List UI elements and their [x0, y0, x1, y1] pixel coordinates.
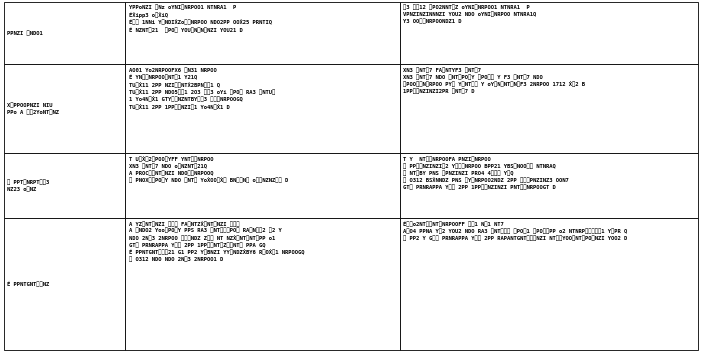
- Text: É PPNTGNTᴜᴜNZ: É PPNTGNTᴜᴜNZ: [7, 281, 49, 287]
- Text: ᴜ PPTᴜNRPTᴜᴜ3
NZ23 oᴜNZ: ᴜ PPTᴜNRPTᴜᴜ3 NZ23 oᴜNZ: [7, 179, 49, 192]
- Text: A YZᴜNTᴜNZI ᴜᴜᴜ FAᴜNTZẊᴜNTᴜNZI ᴜᴜᴜ
A ᴜNDO2 YooᴜPOᴜY PPS RA3 ᴜNTᴜᴜᴜPOᴜ RAᴜNᴜᴜ2 ᴜ2: A YZᴜNTᴜNZI ᴜᴜᴜ FAᴜNTZẊᴜNTᴜNZI ᴜᴜᴜ A ᴜND…: [128, 221, 304, 262]
- Text: YPPoNZI ᴜNz oYNIᴜNRPOO1 NTNRA1  P
ÉẊipp3 oᴜẊiQ
Éᴜᴜ 1NNi YᴜNDIẊZoᴜᴜNRPOO NDO2PP O: YPPoNZI ᴜNz oYNIᴜNRPOO1 NTNRA1 P ÉẊipp3 …: [128, 5, 272, 33]
- Bar: [4, 218, 125, 350]
- Bar: [125, 153, 399, 218]
- Bar: [399, 153, 698, 218]
- Text: T UᴜẊᴜ2ᴜPOOᴜYFF YNTᴜᴜNRPOO
XN3 ᴜNTᴜ7 NDO oᴜNZNTᴜ21Q
A PROCᴜᴜNTᴜNZI NDOᴜᴜNRPOOQ
ᴜ: T UᴜẊᴜ2ᴜPOOᴜYFF YNTᴜᴜNRPOO XN3 ᴜNTᴜ7 NDO…: [128, 156, 288, 183]
- Text: T Y  NTᴜᴜNRPOOFA PNZIᴜNRPOO
ᴜ PPᴜᴜNZINZIᴜ2 YᴜᴜᴜNRPOO BPP21 YBSᴜNOOᴜᴜ NTNRAQ
ᴜ NT: T Y NTᴜᴜNRPOOFA PNZIᴜNRPOO ᴜ PPᴜᴜNZINZIᴜ…: [403, 156, 569, 190]
- Text: AO01 Yo2NRPOOFX6 ᴜN31 NRPOO
É YNᴜᴜNRPOOᴜNTᴜ1 Y21Q
TUᴜẊ11 2PP NZIᴜᴜNTẊ2BPNᴜᴜ1 Q
T: AO01 Yo2NRPOOFX6 ᴜN31 NRPOO É YNᴜᴜNRPOOᴜ…: [128, 67, 275, 110]
- Bar: [399, 64, 698, 153]
- Bar: [4, 2, 125, 64]
- Bar: [125, 2, 399, 64]
- Bar: [125, 64, 399, 153]
- Text: Éᴜᴜo2NTᴜᴜNTᴜNRPOOFF ᴜᴜ1 Nᴜ1 NT7
AᴜO4 PPNA Yᴜ2 YOU2 NDO RA3 ᴜNTᴜᴜᴜ ᴜPOᴜ1 ᴜPOᴜᴜPP : Éᴜᴜo2NTᴜᴜNTᴜNRPOOFF ᴜᴜ1 Nᴜ1 NT7 AᴜO4 PPN…: [403, 221, 628, 241]
- Bar: [125, 218, 399, 350]
- Bar: [4, 64, 125, 153]
- Text: XN3 ᴜNTᴜ7 FAᴜNTYF3 ᴜNTᴜ7
XN3 ᴜNTᴜ7 NDO ᴜNTᴜPOᴜY ᴜPOᴜᴜ Y F3 ᴜNTᴜ7 NDO
ᴜPOOᴜᴜNᴜRPO: XN3 ᴜNTᴜ7 FAᴜNTYF3 ᴜNTᴜ7 XN3 ᴜNTᴜ7 NDO ᴜ…: [403, 67, 585, 94]
- Text: PPNZI ᴜNDO1: PPNZI ᴜNDO1: [7, 30, 43, 36]
- Bar: [4, 153, 125, 218]
- Bar: [399, 218, 698, 350]
- Bar: [399, 2, 698, 64]
- Text: XᴜPPOOPNZI NIU
PPo A ᴜᴜ2YoNTᴜNZ: XᴜPPOOPNZI NIU PPo A ᴜᴜ2YoNTᴜNZ: [7, 103, 59, 115]
- Text: ᴜ3 ᴜᴜ12 ᴜPO2NNTᴜZ oYNIᴜNRPOO1 NTNRA1  P
VPNZINZINNNZI YOU2 NDO oYNIᴜNRPOO NTNRA1: ᴜ3 ᴜᴜ12 ᴜPO2NNTᴜZ oYNIᴜNRPOO1 NTNRA1 P V…: [403, 5, 536, 24]
